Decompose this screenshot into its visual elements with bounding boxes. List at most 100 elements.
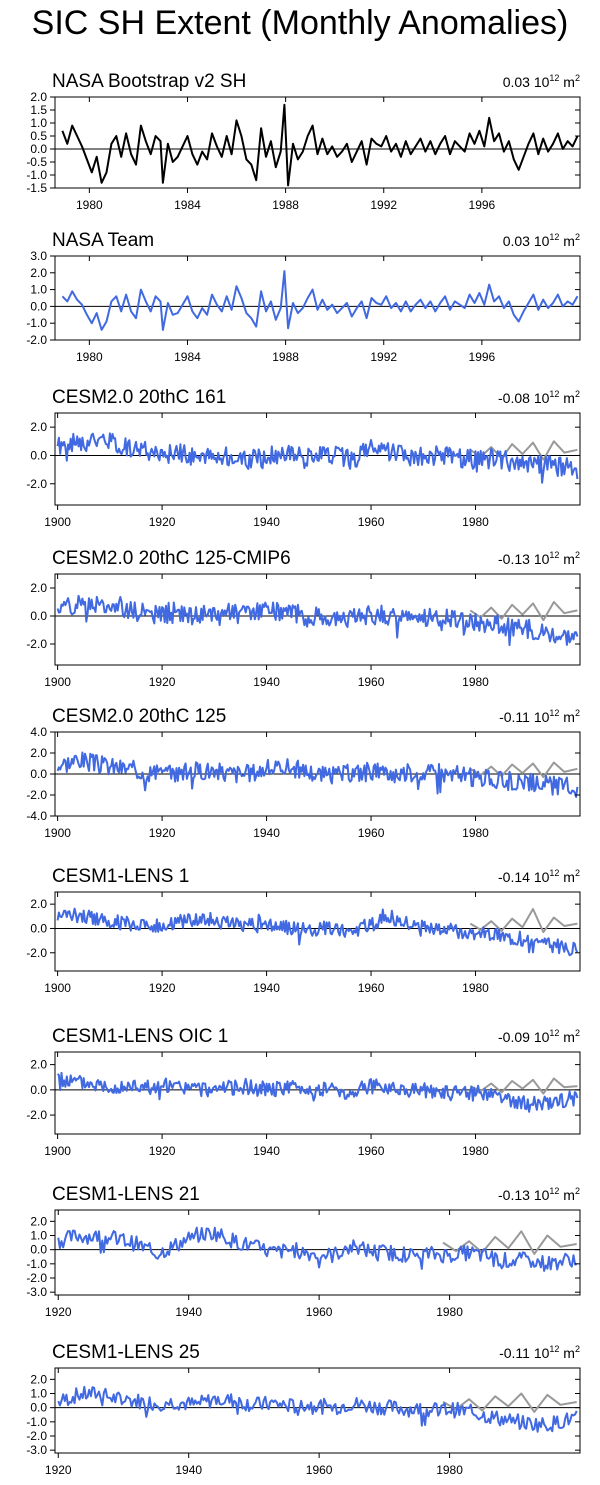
series-line-1: [442, 1392, 577, 1413]
x-tick-label: 1960: [358, 1144, 385, 1158]
y-tick-label: -2.0: [26, 946, 47, 960]
panel-title: NASA Team: [52, 230, 154, 251]
y-tick-label: -3.0: [26, 1443, 47, 1457]
panel-title: CESM1-LENS OIC 1: [52, 1026, 228, 1047]
stat-suffix: m: [559, 390, 575, 406]
panel-trend-stat: 0.03 1012 m2: [503, 73, 580, 90]
y-tick-label: -1.0: [26, 1257, 47, 1271]
y-tick-label: -3.0: [26, 1285, 47, 1299]
series-line-1: [469, 908, 578, 934]
stat-suffix: m: [559, 709, 575, 725]
series-line-2: [56, 432, 579, 484]
panel-title: CESM1-LENS 25: [52, 1342, 200, 1363]
x-tick-label: 1940: [253, 515, 280, 529]
series-line-2: [56, 1071, 579, 1113]
stat-value: 0.03: [503, 74, 534, 90]
stat-unit: 10: [534, 74, 550, 90]
x-tick-label: 1980: [462, 826, 489, 840]
x-tick-label: 1900: [44, 826, 71, 840]
stat-value: -0.13: [498, 1187, 534, 1203]
x-tick-label: 1960: [358, 826, 385, 840]
panel-trend-stat: -0.13 1012 m2: [498, 550, 580, 567]
plot-frame: [54, 1051, 581, 1135]
y-tick-label: 0.0: [30, 609, 47, 623]
series-line-1: [469, 761, 578, 779]
y-tick-label: -2.0: [26, 1108, 47, 1122]
x-tick-label: 1996: [469, 198, 496, 212]
x-tick-label: 1992: [370, 198, 397, 212]
x-tick-label: 1940: [253, 981, 280, 995]
y-tick-label: 0.0: [30, 921, 47, 935]
y-tick-label: 0.0: [30, 1401, 47, 1415]
x-tick-label: 1960: [358, 981, 385, 995]
stat-exponent: 12: [549, 389, 559, 399]
y-tick-label: 0.0: [30, 448, 47, 462]
panel-trend-stat: -0.09 1012 m2: [498, 1028, 580, 1045]
chart-panel-5: CESM2.0 20thC 125 -0.11 1012 m2 1900 1920 19…: [26, 706, 581, 840]
x-tick-label: 1940: [253, 1144, 280, 1158]
x-tick-label: 1920: [149, 981, 176, 995]
x-tick-label: 1980: [462, 981, 489, 995]
x-tick-label: 1984: [174, 350, 201, 364]
plot-frame: [54, 255, 581, 341]
y-tick-label: -1.0: [26, 1415, 47, 1429]
x-tick-label: 1940: [175, 1463, 202, 1477]
x-tick-label: 1980: [462, 1144, 489, 1158]
x-tick-label: 1940: [175, 1305, 202, 1319]
plot-frame: [54, 1367, 581, 1454]
y-tick-label: 1.0: [30, 1387, 47, 1401]
y-tick-label: -2.0: [26, 1429, 47, 1443]
x-tick-label: 1920: [149, 515, 176, 529]
series-line-2: [56, 751, 579, 798]
y-tick-label: 0.0: [30, 1243, 47, 1257]
stat-value: -0.09: [498, 1029, 534, 1045]
panel-trend-stat: -0.11 1012 m2: [499, 708, 580, 725]
x-tick-label: 1980: [76, 350, 103, 364]
plot-frame: [54, 573, 581, 666]
x-tick-label: 1920: [149, 675, 176, 689]
y-tick-label: 2.0: [30, 581, 47, 595]
stat-exponent: 12: [549, 1186, 559, 1196]
y-tick-label: 1.0: [30, 283, 47, 297]
stat-unit: 10: [534, 1029, 550, 1045]
stat-unit: 10: [534, 390, 550, 406]
x-tick-label: 1960: [306, 1463, 333, 1477]
panel-title: CESM2.0 20thC 161: [52, 387, 226, 408]
y-tick-label: -1.0: [26, 168, 47, 182]
panel-trend-stat: -0.13 1012 m2: [498, 1186, 580, 1203]
chart-panel-7: CESM1-LENS OIC 1 -0.09 1012 m2 1900 1920 194…: [26, 1026, 581, 1158]
stat-value: -0.13: [498, 551, 534, 567]
series-line-1: [61, 270, 579, 331]
y-tick-label: -2.0: [26, 477, 47, 491]
stat-exponent-2: 2: [575, 1028, 580, 1038]
stat-exponent: 12: [549, 708, 559, 718]
chart-panel-4: CESM2.0 20thC 125-CMIP6 -0.13 1012 m2 1900…: [26, 548, 581, 689]
series-line-2: [56, 907, 579, 957]
x-tick-label: 1940: [253, 826, 280, 840]
y-tick-label: 2.0: [30, 746, 47, 760]
stat-exponent: 12: [549, 232, 559, 242]
stat-exponent-2: 2: [575, 389, 580, 399]
stat-suffix: m: [559, 1345, 575, 1361]
y-tick-label: 4.0: [30, 725, 47, 739]
page-title: SIC SH Extent (Monthly Anomalies): [31, 4, 569, 42]
series-line-2: [56, 594, 579, 647]
stat-exponent: 12: [549, 868, 559, 878]
stat-value: 0.03: [503, 233, 534, 249]
stat-exponent: 12: [549, 1028, 559, 1038]
y-tick-label: 1.0: [30, 116, 47, 130]
series-line-1: [61, 103, 579, 187]
y-tick-label: 0.5: [30, 129, 47, 143]
x-tick-label: 1988: [272, 350, 299, 364]
stat-unit: 10: [534, 233, 550, 249]
stat-value: -0.14: [498, 869, 534, 885]
stat-exponent-2: 2: [575, 1186, 580, 1196]
stat-unit: 10: [534, 1187, 550, 1203]
stat-exponent: 12: [549, 550, 559, 560]
x-tick-label: 1920: [149, 1144, 176, 1158]
stat-suffix: m: [559, 551, 575, 567]
y-tick-label: 2.0: [30, 90, 47, 104]
y-tick-label: 2.0: [30, 420, 47, 434]
chart-panel-3: CESM2.0 20thC 161 -0.08 1012 m2 1900 1920 19…: [26, 387, 581, 529]
